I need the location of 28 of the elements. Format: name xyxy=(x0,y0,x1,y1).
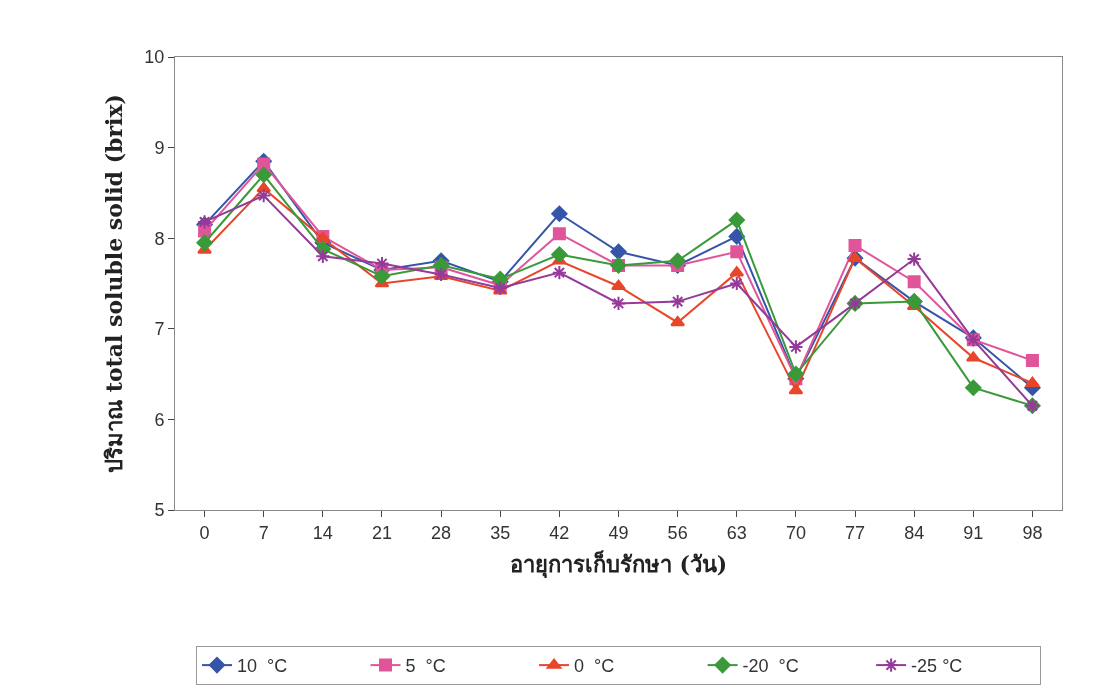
y-tick-label: 10 xyxy=(144,47,165,68)
x-tick-label: 14 xyxy=(312,522,333,543)
legend-label: -20 °C xyxy=(742,656,799,677)
legend-label: 0 °C xyxy=(574,656,615,677)
legend-label: 5 °C xyxy=(405,656,446,677)
y-tick-label: 8 xyxy=(154,228,165,249)
x-tick-label: 77 xyxy=(845,522,866,543)
x-tick-label: 42 xyxy=(549,522,570,543)
x-tick-label: 56 xyxy=(667,522,688,543)
x-tick-label: 7 xyxy=(258,522,269,543)
x-tick-label: 70 xyxy=(785,522,806,543)
x-axis-title: อายุการเก็บรักษา (วัน) xyxy=(509,550,728,580)
y-tick-label: 9 xyxy=(154,137,165,158)
x-tick-label: 98 xyxy=(1022,522,1043,543)
legend-label: 10 °C xyxy=(237,656,288,677)
y-tick-label: 5 xyxy=(154,500,165,521)
y-axis-title: ปริมาณ total soluble solid (brix) xyxy=(101,94,128,473)
x-tick-label: 21 xyxy=(371,522,392,543)
x-tick-label: 84 xyxy=(904,522,925,543)
x-tick-label: 63 xyxy=(726,522,747,543)
x-tick-label: 35 xyxy=(490,522,511,543)
legend-label: -25 °C xyxy=(911,656,963,677)
x-tick-label: 49 xyxy=(608,522,629,543)
y-tick-label: 6 xyxy=(154,409,165,430)
x-tick-label: 28 xyxy=(431,522,452,543)
x-tick-label: 91 xyxy=(963,522,984,543)
y-tick-label: 7 xyxy=(154,319,165,340)
x-tick-label: 0 xyxy=(199,522,210,543)
